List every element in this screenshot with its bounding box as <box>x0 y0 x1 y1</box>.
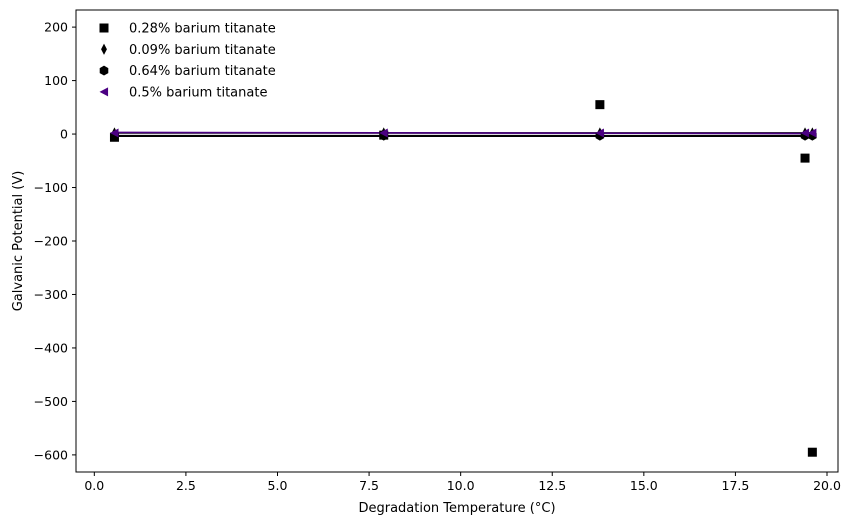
legend-marker-4 <box>99 87 109 97</box>
fit-lines <box>114 131 813 137</box>
y-tick-label: −200 <box>34 234 68 249</box>
legend-marker-2 <box>101 43 107 55</box>
legend-label-2: 0.09% barium titanate <box>129 43 276 58</box>
legend-label-4: 0.5% barium titanate <box>129 85 267 100</box>
y-tick-label: −100 <box>34 180 68 195</box>
x-axis-label: Degradation Temperature (°C) <box>358 501 555 516</box>
data-points <box>109 100 817 457</box>
data-point-series-4 <box>379 128 388 138</box>
data-point-series-1 <box>595 100 605 110</box>
x-tick-label: 20.0 <box>813 478 841 493</box>
axes: 0.0 2.5 5.0 7.5 10.0 12.5 15.0 17.5 20.0 200 100 0 −… <box>34 9 841 493</box>
data-point-series-4 <box>109 128 119 138</box>
y-tick-label: 0 <box>60 127 68 142</box>
x-tick-label: 0.0 <box>84 478 104 493</box>
data-point-series-4 <box>595 128 604 138</box>
y-tick-label: −300 <box>34 287 68 302</box>
legend-marker-1 <box>99 23 109 33</box>
x-tick-label: 5.0 <box>268 478 288 493</box>
y-axis-label: Galvanic Potential (V) <box>11 171 26 312</box>
x-tick-label: 7.5 <box>359 478 379 493</box>
x-tick-label: 10.0 <box>447 478 475 493</box>
x-tick-label: 15.0 <box>630 478 658 493</box>
data-point-series-1 <box>800 153 810 163</box>
legend-label-1: 0.28% barium titanate <box>129 22 276 37</box>
data-point-series-4 <box>807 128 817 138</box>
legend: 0.28% barium titanate 0.09% barium titana… <box>99 22 276 100</box>
y-tick-label: 200 <box>44 20 68 35</box>
legend-marker-3 <box>99 65 109 76</box>
y-tick-label: 100 <box>44 73 68 88</box>
data-point-series-4 <box>800 128 810 138</box>
data-point-series-1 <box>807 447 817 457</box>
x-tick-label: 12.5 <box>538 478 566 493</box>
plot-frame <box>75 9 839 473</box>
y-tick-label: −500 <box>34 394 68 409</box>
fit-line-series-4 <box>114 131 813 135</box>
y-tick-label: −600 <box>34 447 68 462</box>
legend-label-3: 0.64% barium titanate <box>129 64 276 79</box>
x-tick-label: 17.5 <box>722 478 750 493</box>
y-tick-label: −400 <box>34 340 68 355</box>
x-tick-label: 2.5 <box>176 478 196 493</box>
